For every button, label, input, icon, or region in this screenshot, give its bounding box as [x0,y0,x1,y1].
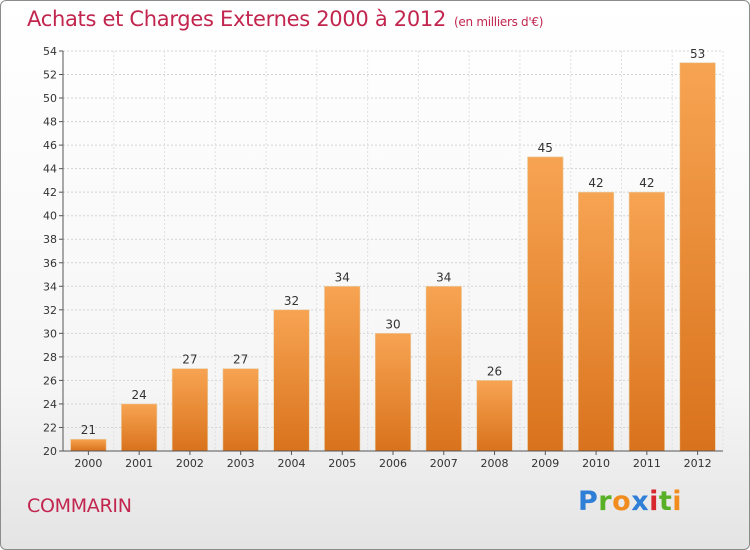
x-tick-label: 2011 [633,457,661,470]
bar [578,191,615,452]
bar [374,333,412,452]
x-tick-label: 2009 [531,457,559,470]
bar [121,403,158,452]
logo-letter: x [631,486,650,517]
bar-value-label: 45 [538,141,553,155]
chart-subtitle: (en milliers d'€) [454,15,544,29]
y-tick-label: 44 [43,163,57,176]
logo-letter: P [578,486,599,517]
x-tick-label: 2007 [430,457,458,470]
bar [628,191,665,452]
y-tick-label: 48 [43,116,57,129]
logo-letter: t [658,486,673,517]
x-tick-label: 2005 [328,457,356,470]
y-tick-label: 52 [43,69,57,82]
x-tick-label: 2010 [582,457,610,470]
bars: 21 24 27 27 32 34 30 34 26 45 42 42 53 [70,47,716,452]
logo-letter: i [672,486,683,517]
bar [425,285,462,452]
y-tick-label: 20 [43,445,57,458]
bar-value-label: 24 [132,388,147,402]
logo-letter: r [598,486,613,517]
x-tick-label: 2003 [227,457,255,470]
logo-letter: o [612,486,632,517]
bar-value-label: 34 [335,270,350,284]
bar [70,438,107,452]
x-tick-label: 2012 [684,457,712,470]
logo-letter: i [649,486,659,517]
bar [324,285,361,452]
y-tick-label: 30 [43,327,57,340]
chart-title-row: Achats et Charges Externes 2000 à 2012 (e… [27,7,543,31]
bar [273,309,310,452]
y-tick-label: 32 [43,304,57,317]
bar-value-label: 21 [81,423,96,437]
bar [527,156,564,452]
bar [476,380,513,452]
x-tick-label: 2004 [277,457,305,470]
bar-value-label: 42 [588,176,603,190]
bar-value-label: 30 [385,317,400,331]
y-tick-label: 50 [43,92,57,105]
bar-value-label: 34 [436,270,451,284]
x-tick-label: 2000 [74,457,102,470]
axes: 20 22 24 26 28 30 32 34 36 38 40 42 44 46 48 50 52 54 2000… [43,45,723,470]
y-tick-label: 46 [43,139,57,152]
bar-value-label: 27 [182,353,197,367]
y-tick-label: 42 [43,186,57,199]
y-tick-label: 40 [43,210,57,223]
y-tick-label: 24 [43,398,57,411]
bar-value-label: 27 [233,353,248,367]
y-tick-label: 36 [43,257,57,270]
bar [222,368,259,452]
y-tick-label: 26 [43,374,57,387]
y-tick-label: 34 [43,280,57,293]
y-tick-label: 22 [43,421,57,434]
chart-title: Achats et Charges Externes 2000 à 2012 [27,7,447,31]
bar [679,62,716,452]
x-tick-label: 2002 [176,457,204,470]
y-tick-label: 28 [43,351,57,364]
y-tick-label: 38 [43,233,57,246]
bar-value-label: 26 [487,364,502,378]
bar-value-label: 42 [639,176,654,190]
proxiti-logo: Proxiti [578,486,682,517]
y-tick-label: 54 [43,45,57,58]
bar-value-label: 32 [284,294,299,308]
x-tick-label: 2008 [481,457,509,470]
x-tick-label: 2001 [125,457,153,470]
bar-value-label: 53 [690,47,705,61]
bar [171,368,208,452]
commune-name: COMMARIN [27,495,132,517]
x-tick-label: 2006 [379,457,407,470]
